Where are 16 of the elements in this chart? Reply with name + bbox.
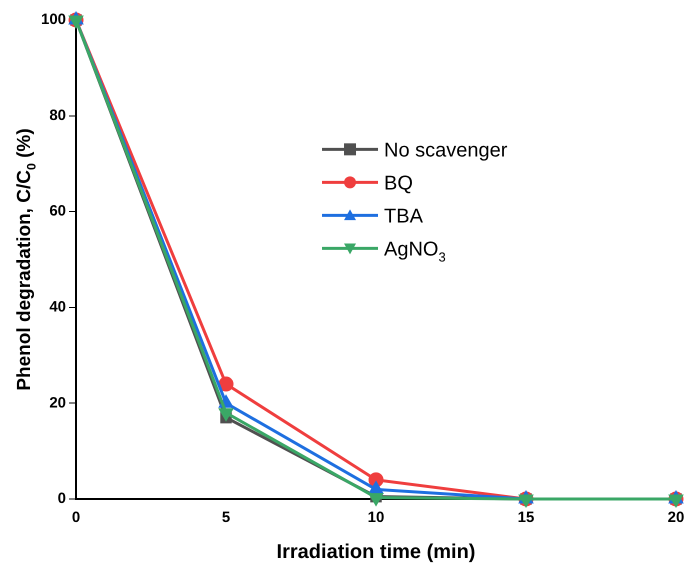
- x-tick-label: 0: [72, 509, 80, 526]
- y-tick-label: 100: [40, 11, 66, 28]
- legend-label: No scavenger: [384, 139, 508, 162]
- legend-label: TBA: [384, 205, 424, 228]
- x-axis-title: Irradiation time (min): [276, 541, 476, 563]
- x-tick-label: 20: [668, 509, 684, 526]
- x-tick-label: 5: [222, 509, 230, 526]
- y-tick-label: 40: [49, 298, 66, 316]
- y-tick-label: 60: [49, 202, 66, 220]
- legend-label: BQ: [384, 172, 413, 194]
- y-tick-label: 0: [58, 490, 66, 508]
- x-tick-label: 10: [368, 509, 384, 526]
- y-axis-title: Phenol degradation, C/C0 (%): [14, 128, 39, 391]
- x-tick-label: 15: [518, 509, 534, 526]
- y-tick-label: 20: [49, 394, 66, 412]
- y-tick-label: 80: [49, 106, 66, 124]
